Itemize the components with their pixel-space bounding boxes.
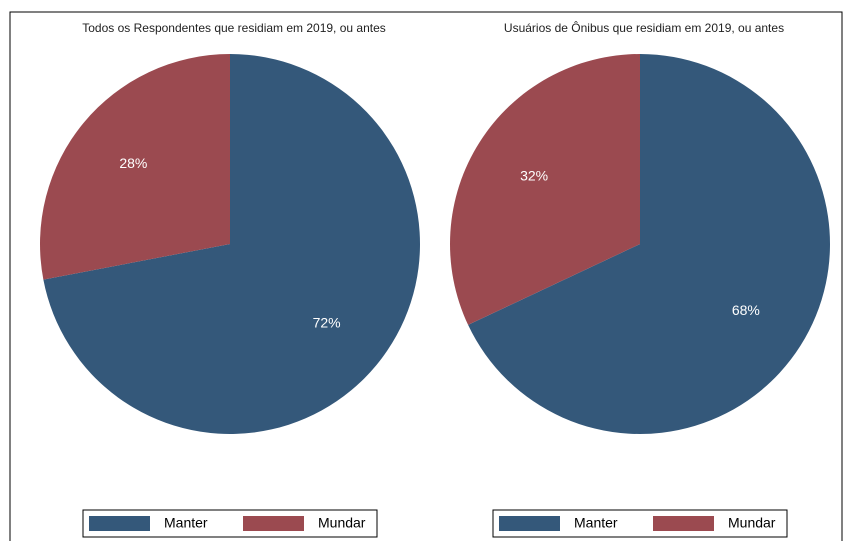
data-label: 68% xyxy=(732,302,760,318)
legend-swatch xyxy=(653,516,714,531)
pie-slice xyxy=(39,54,231,280)
legend-swatch xyxy=(243,516,304,531)
legend-label: Manter xyxy=(164,515,208,531)
legend-label: Mundar xyxy=(318,515,366,531)
pie-slice xyxy=(449,54,640,325)
data-label: 28% xyxy=(119,155,147,171)
data-label: 72% xyxy=(313,315,341,331)
pie-slice xyxy=(43,54,420,434)
legend-label: Mundar xyxy=(728,515,776,531)
legend-swatch xyxy=(89,516,150,531)
chart-title: Todos os Respondentes que residiam em 20… xyxy=(82,21,386,35)
pie-slice xyxy=(468,54,830,435)
legend-label: Manter xyxy=(574,515,618,531)
data-label: 32% xyxy=(520,168,548,184)
legend-swatch xyxy=(499,516,560,531)
chart-title: Usuários de Ônibus que residiam em 2019,… xyxy=(504,20,784,35)
